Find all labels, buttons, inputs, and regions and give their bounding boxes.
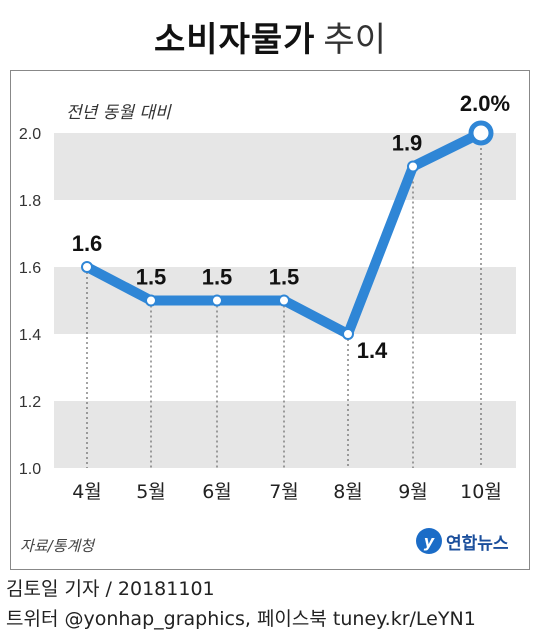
y-tick-label: 2.0 <box>19 126 41 143</box>
unit-label: 전년 동월 대비 <box>66 103 171 123</box>
data-label: 1.9 <box>392 131 423 156</box>
data-point <box>342 328 354 340</box>
credit-line-2: 트위터 @yonhap_graphics, 페이스북 tuney.kr/LeYN… <box>6 608 476 630</box>
data-point <box>81 261 93 273</box>
data-label: 1.5 <box>136 265 167 290</box>
yonhap-logo-icon: y <box>416 528 442 554</box>
y-tick-label: 1.4 <box>19 327 41 344</box>
x-tick-label: 4월 <box>72 481 102 503</box>
x-tick-label: 5월 <box>136 481 166 503</box>
y-tick-label: 1.0 <box>19 461 41 478</box>
title-main: 소비자물가 <box>154 20 316 60</box>
data-point <box>145 294 157 307</box>
data-label: 1.4 <box>357 338 388 363</box>
x-tick-label: 10월 <box>460 481 502 503</box>
y-tick-label: 1.2 <box>19 394 41 411</box>
x-tick-label: 6월 <box>202 481 232 503</box>
data-label: 1.5 <box>202 265 233 290</box>
chart-title: 소비자물가 추이 <box>0 12 540 61</box>
x-tick-label: 8월 <box>333 481 363 503</box>
chart-frame <box>10 70 530 570</box>
title-sub: 추이 <box>323 20 386 60</box>
yonhap-logo: y 연합뉴스 <box>416 528 509 554</box>
grid-band <box>54 401 516 468</box>
data-point <box>468 120 494 146</box>
x-tick-label: 7월 <box>269 481 299 503</box>
grid-band <box>54 133 516 200</box>
data-point <box>407 160 419 173</box>
y-tick-label: 1.6 <box>19 260 41 277</box>
x-tick-label: 9월 <box>398 481 428 503</box>
data-label: 1.5 <box>269 265 300 290</box>
data-label: 1.6 <box>72 231 103 256</box>
y-tick-label: 1.8 <box>19 193 41 210</box>
data-label: 2.0% <box>460 91 510 116</box>
source-label: 자료/통계청 <box>20 537 95 555</box>
data-point <box>278 294 290 307</box>
credit-line-1: 김토일 기자 / 20181101 <box>6 578 215 600</box>
logo-text: 연합뉴스 <box>446 533 509 554</box>
data-point <box>211 294 223 307</box>
